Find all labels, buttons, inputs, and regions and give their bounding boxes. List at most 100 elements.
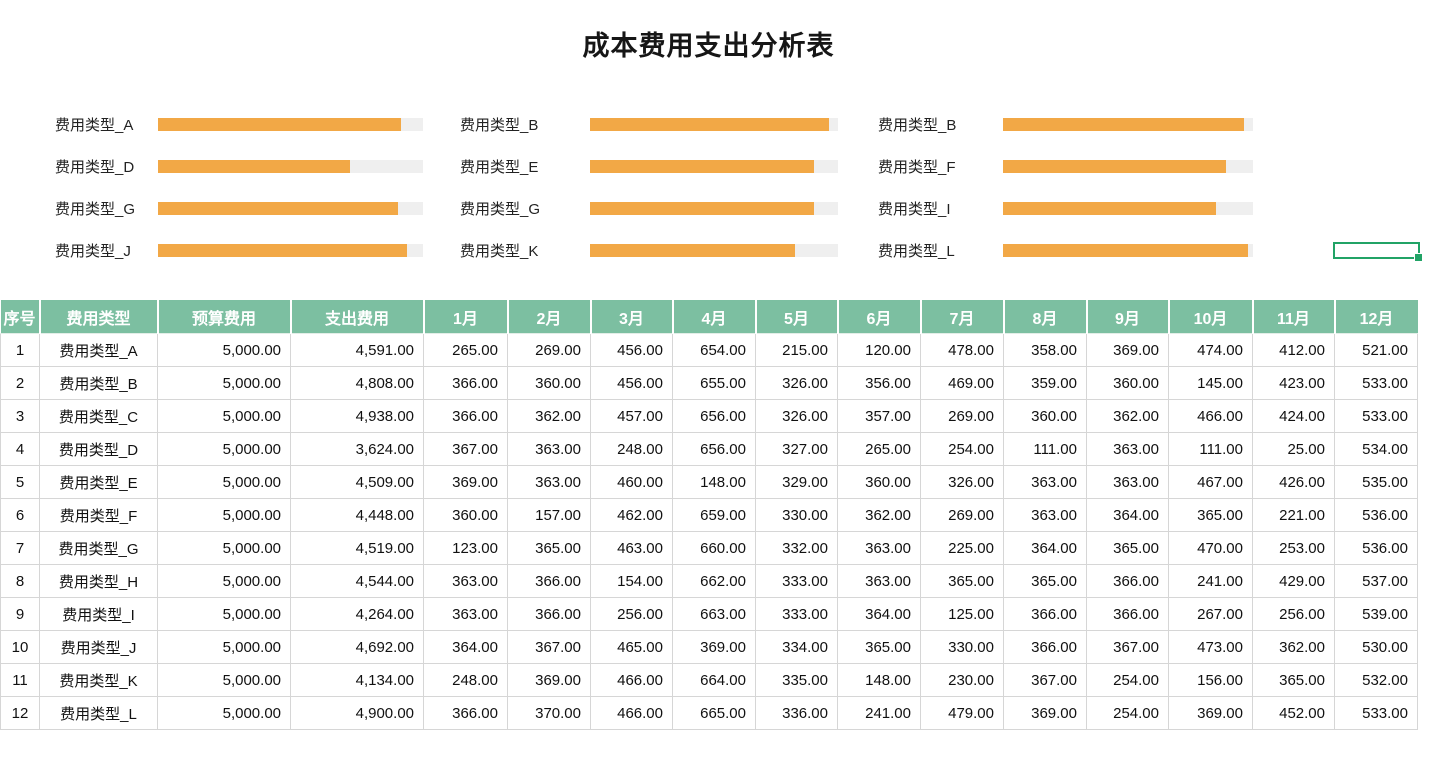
cell-m3[interactable]: 456.00 bbox=[590, 366, 673, 400]
header-cell-budget[interactable]: 预算费用 bbox=[157, 300, 292, 334]
cell-m2[interactable]: 370.00 bbox=[507, 696, 591, 730]
cell-spent[interactable]: 4,900.00 bbox=[290, 696, 424, 730]
cell-m3[interactable]: 462.00 bbox=[590, 498, 673, 532]
header-cell-index[interactable]: 序号 bbox=[0, 300, 41, 334]
cell-expense-type[interactable]: 费用类型_D bbox=[39, 432, 158, 466]
header-cell-m3[interactable]: 3月 bbox=[590, 300, 674, 334]
cell-expense-type[interactable]: 费用类型_K bbox=[39, 663, 158, 697]
cell-m8[interactable]: 358.00 bbox=[1003, 333, 1087, 367]
cell-m10[interactable]: 467.00 bbox=[1168, 465, 1253, 499]
cell-m12[interactable]: 530.00 bbox=[1334, 630, 1418, 664]
cell-m6[interactable]: 241.00 bbox=[837, 696, 921, 730]
header-cell-m4[interactable]: 4月 bbox=[672, 300, 757, 334]
cell-m1[interactable]: 366.00 bbox=[423, 366, 508, 400]
header-cell-m8[interactable]: 8月 bbox=[1003, 300, 1088, 334]
cell-m12[interactable]: 534.00 bbox=[1334, 432, 1418, 466]
cell-m6[interactable]: 362.00 bbox=[837, 498, 921, 532]
cell-m4[interactable]: 660.00 bbox=[672, 531, 756, 565]
cell-m7[interactable]: 230.00 bbox=[920, 663, 1004, 697]
cell-spent[interactable]: 4,692.00 bbox=[290, 630, 424, 664]
cell-m5[interactable]: 329.00 bbox=[755, 465, 838, 499]
cell-m12[interactable]: 533.00 bbox=[1334, 366, 1418, 400]
cell-m7[interactable]: 469.00 bbox=[920, 366, 1004, 400]
cell-m8[interactable]: 367.00 bbox=[1003, 663, 1087, 697]
cell-m1[interactable]: 360.00 bbox=[423, 498, 508, 532]
cell-budget[interactable]: 5,000.00 bbox=[157, 696, 291, 730]
header-cell-m7[interactable]: 7月 bbox=[920, 300, 1005, 334]
fill-handle[interactable] bbox=[1414, 253, 1423, 262]
cell-m7[interactable]: 269.00 bbox=[920, 498, 1004, 532]
cell-m11[interactable]: 221.00 bbox=[1252, 498, 1335, 532]
cell-m6[interactable]: 265.00 bbox=[837, 432, 921, 466]
cell-m7[interactable]: 269.00 bbox=[920, 399, 1004, 433]
header-cell-m1[interactable]: 1月 bbox=[423, 300, 509, 334]
cell-m10[interactable]: 241.00 bbox=[1168, 564, 1253, 598]
cell-m8[interactable]: 364.00 bbox=[1003, 531, 1087, 565]
cell-m8[interactable]: 365.00 bbox=[1003, 564, 1087, 598]
cell-m8[interactable]: 363.00 bbox=[1003, 465, 1087, 499]
cell-index[interactable]: 1 bbox=[0, 333, 40, 367]
cell-index[interactable]: 11 bbox=[0, 663, 40, 697]
cell-m5[interactable]: 330.00 bbox=[755, 498, 838, 532]
cell-m10[interactable]: 156.00 bbox=[1168, 663, 1253, 697]
cell-budget[interactable]: 5,000.00 bbox=[157, 630, 291, 664]
cell-index[interactable]: 5 bbox=[0, 465, 40, 499]
cell-m2[interactable]: 363.00 bbox=[507, 432, 591, 466]
cell-m7[interactable]: 254.00 bbox=[920, 432, 1004, 466]
cell-index[interactable]: 8 bbox=[0, 564, 40, 598]
cell-m2[interactable]: 269.00 bbox=[507, 333, 591, 367]
cell-m7[interactable]: 479.00 bbox=[920, 696, 1004, 730]
cell-expense-type[interactable]: 费用类型_J bbox=[39, 630, 158, 664]
cell-spent[interactable]: 4,509.00 bbox=[290, 465, 424, 499]
cell-m11[interactable]: 25.00 bbox=[1252, 432, 1335, 466]
cell-m2[interactable]: 360.00 bbox=[507, 366, 591, 400]
cell-m9[interactable]: 366.00 bbox=[1086, 564, 1169, 598]
cell-expense-type[interactable]: 费用类型_H bbox=[39, 564, 158, 598]
cell-m10[interactable]: 365.00 bbox=[1168, 498, 1253, 532]
cell-m11[interactable]: 256.00 bbox=[1252, 597, 1335, 631]
cell-m9[interactable]: 363.00 bbox=[1086, 432, 1169, 466]
cell-m8[interactable]: 111.00 bbox=[1003, 432, 1087, 466]
cell-m4[interactable]: 655.00 bbox=[672, 366, 756, 400]
cell-m9[interactable]: 369.00 bbox=[1086, 333, 1169, 367]
cell-spent[interactable]: 4,808.00 bbox=[290, 366, 424, 400]
cell-m2[interactable]: 366.00 bbox=[507, 564, 591, 598]
cell-m5[interactable]: 333.00 bbox=[755, 564, 838, 598]
cell-index[interactable]: 2 bbox=[0, 366, 40, 400]
cell-m1[interactable]: 364.00 bbox=[423, 630, 508, 664]
cell-m5[interactable]: 332.00 bbox=[755, 531, 838, 565]
cell-m1[interactable]: 366.00 bbox=[423, 399, 508, 433]
cell-m1[interactable]: 369.00 bbox=[423, 465, 508, 499]
cell-m2[interactable]: 366.00 bbox=[507, 597, 591, 631]
cell-m5[interactable]: 335.00 bbox=[755, 663, 838, 697]
cell-m7[interactable]: 326.00 bbox=[920, 465, 1004, 499]
cell-budget[interactable]: 5,000.00 bbox=[157, 465, 291, 499]
cell-m10[interactable]: 473.00 bbox=[1168, 630, 1253, 664]
cell-m8[interactable]: 369.00 bbox=[1003, 696, 1087, 730]
cell-m7[interactable]: 365.00 bbox=[920, 564, 1004, 598]
cell-m3[interactable]: 256.00 bbox=[590, 597, 673, 631]
cell-expense-type[interactable]: 费用类型_E bbox=[39, 465, 158, 499]
cell-index[interactable]: 9 bbox=[0, 597, 40, 631]
cell-m1[interactable]: 363.00 bbox=[423, 597, 508, 631]
cell-budget[interactable]: 5,000.00 bbox=[157, 663, 291, 697]
cell-m10[interactable]: 267.00 bbox=[1168, 597, 1253, 631]
cell-m10[interactable]: 466.00 bbox=[1168, 399, 1253, 433]
cell-m2[interactable]: 363.00 bbox=[507, 465, 591, 499]
cell-m4[interactable]: 656.00 bbox=[672, 399, 756, 433]
cell-m12[interactable]: 533.00 bbox=[1334, 399, 1418, 433]
cell-m5[interactable]: 326.00 bbox=[755, 366, 838, 400]
cell-m8[interactable]: 366.00 bbox=[1003, 630, 1087, 664]
header-cell-m5[interactable]: 5月 bbox=[755, 300, 839, 334]
cell-m6[interactable]: 360.00 bbox=[837, 465, 921, 499]
header-cell-m6[interactable]: 6月 bbox=[837, 300, 922, 334]
cell-budget[interactable]: 5,000.00 bbox=[157, 531, 291, 565]
cell-m2[interactable]: 362.00 bbox=[507, 399, 591, 433]
cell-m8[interactable]: 359.00 bbox=[1003, 366, 1087, 400]
cell-expense-type[interactable]: 费用类型_I bbox=[39, 597, 158, 631]
cell-m5[interactable]: 327.00 bbox=[755, 432, 838, 466]
cell-m1[interactable]: 366.00 bbox=[423, 696, 508, 730]
cell-m4[interactable]: 664.00 bbox=[672, 663, 756, 697]
cell-m7[interactable]: 225.00 bbox=[920, 531, 1004, 565]
header-cell-m9[interactable]: 9月 bbox=[1086, 300, 1170, 334]
